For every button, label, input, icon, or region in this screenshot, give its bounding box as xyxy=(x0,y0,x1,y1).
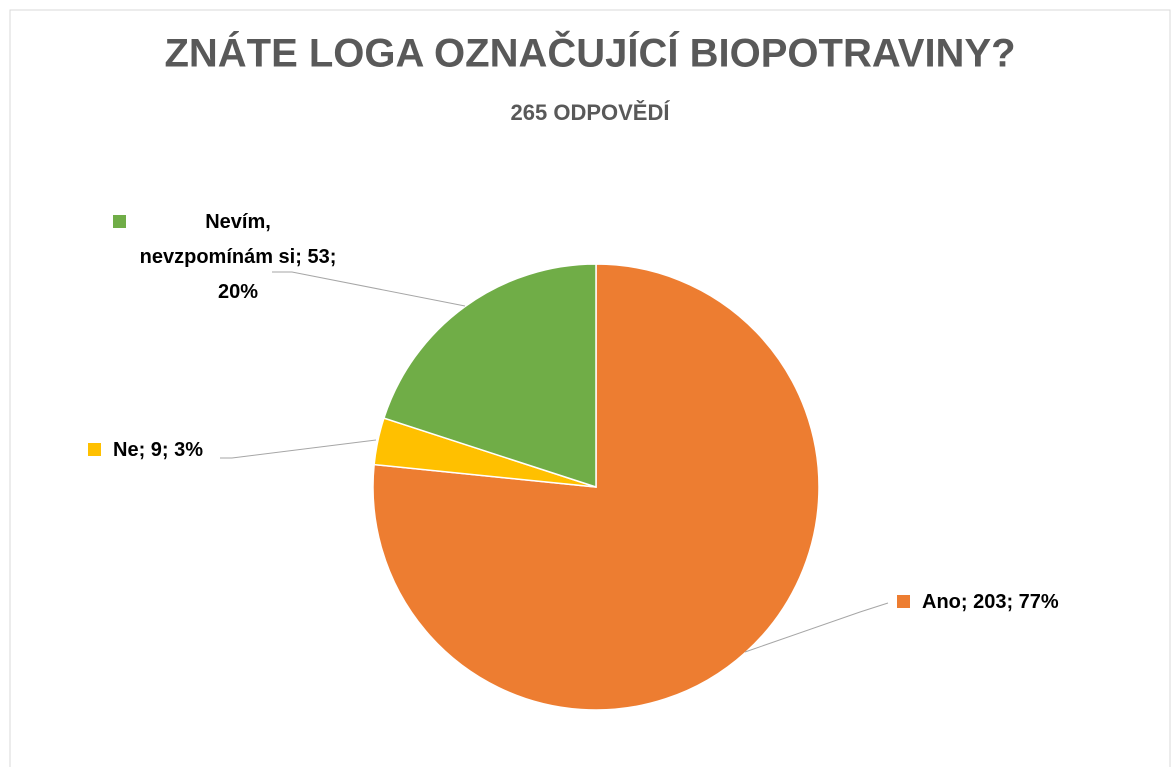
legend-key xyxy=(897,595,910,608)
leader-line xyxy=(272,271,466,307)
chart-title: ZNÁTE LOGA OZNAČUJÍCÍ BIOPOTRAVINY? xyxy=(164,30,1015,76)
frame xyxy=(9,9,1171,767)
data-label-text: Ano; 203; 77% xyxy=(922,591,1059,613)
data-label: Ano; 203; 77% xyxy=(897,585,1059,620)
pie-slice xyxy=(382,263,597,489)
legend-key xyxy=(88,443,101,456)
leader-line xyxy=(220,439,377,459)
legend-key xyxy=(113,215,126,228)
leader-line xyxy=(744,602,889,653)
chart-subtitle: 265 ODPOVĚDÍ xyxy=(511,100,671,125)
data-label-text: Ne; 9; 3% xyxy=(113,439,204,461)
data-label: Nevím, nevzpomínám si; 53; 20% xyxy=(113,205,338,310)
pie-slice xyxy=(372,263,820,711)
data-label-text: Nevím, nevzpomínám si; 53; 20% xyxy=(139,211,337,303)
data-label: Ne; 9; 3% xyxy=(88,433,203,468)
pie xyxy=(372,263,820,711)
